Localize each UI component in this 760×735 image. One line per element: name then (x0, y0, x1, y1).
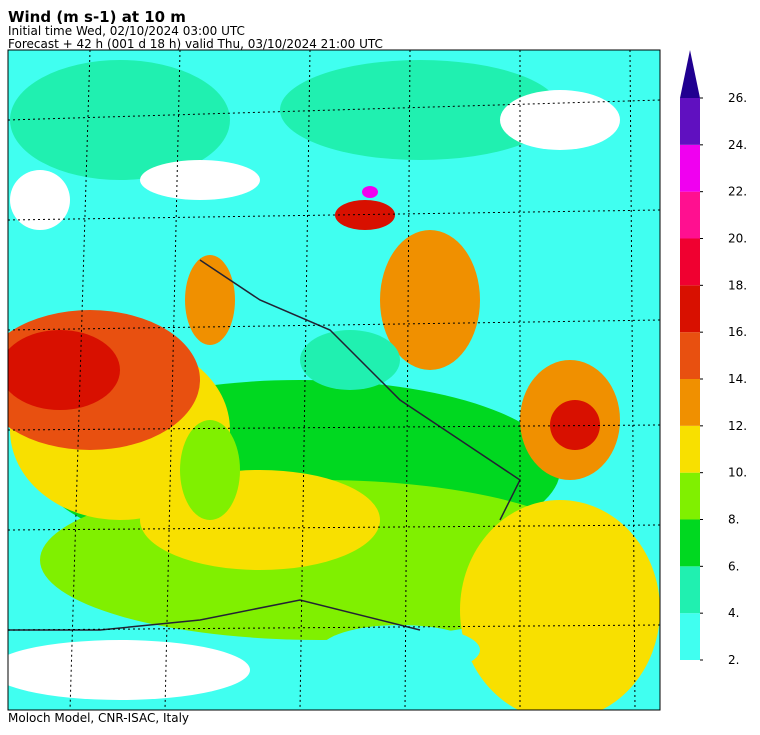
color-swatch (680, 472, 700, 520)
color-swatch (680, 285, 700, 333)
initial-time: Initial time Wed, 02/10/2024 03:00 UTC (8, 24, 245, 38)
color-swatch (680, 98, 700, 145)
tick-label: 18. (728, 278, 747, 292)
colorbar-extend-arrow (680, 50, 700, 98)
color-swatch (680, 191, 700, 239)
footer: Moloch Model, CNR-ISAC, Italy (8, 711, 189, 725)
color-swatch (680, 238, 700, 286)
map (7, 49, 661, 711)
color-swatch (680, 613, 700, 660)
color-swatch (680, 332, 700, 379)
color-swatch (680, 425, 700, 473)
forecast-time: Forecast + 42 h (001 d 18 h) valid Thu, … (8, 37, 383, 51)
color-swatch (680, 379, 700, 426)
tick-label: 26. (728, 91, 747, 105)
tick-label: 4. (728, 606, 739, 620)
tick-label: 2. (728, 653, 739, 667)
color-swatch (680, 566, 700, 614)
tick-label: 14. (728, 372, 747, 386)
tick-label: 10. (728, 466, 747, 480)
tick-label: 24. (728, 138, 747, 152)
title: Wind (m s-1) at 10 m (8, 8, 186, 26)
tick-label: 6. (728, 559, 739, 573)
color-swatch (680, 144, 700, 192)
tick-label: 12. (728, 419, 747, 433)
tick-label: 22. (728, 185, 747, 199)
tick-label: 16. (728, 325, 747, 339)
color-swatch (680, 519, 700, 567)
tick-label: 8. (728, 513, 739, 527)
tick-label: 20. (728, 232, 747, 246)
colorbar: 2. 4. 6. 8. 10. 12. 14. 16. 18. 20. 22. 24. 26. (680, 50, 747, 667)
